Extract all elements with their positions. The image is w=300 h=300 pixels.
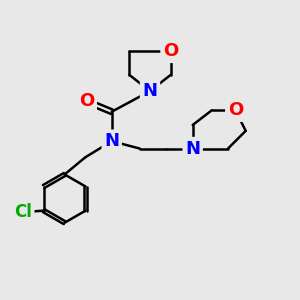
Text: N: N: [104, 132, 119, 150]
Text: N: N: [142, 82, 158, 100]
Text: O: O: [163, 42, 178, 60]
Text: O: O: [79, 92, 94, 110]
Text: Cl: Cl: [14, 203, 32, 221]
Text: N: N: [185, 140, 200, 158]
Text: O: O: [228, 101, 243, 119]
